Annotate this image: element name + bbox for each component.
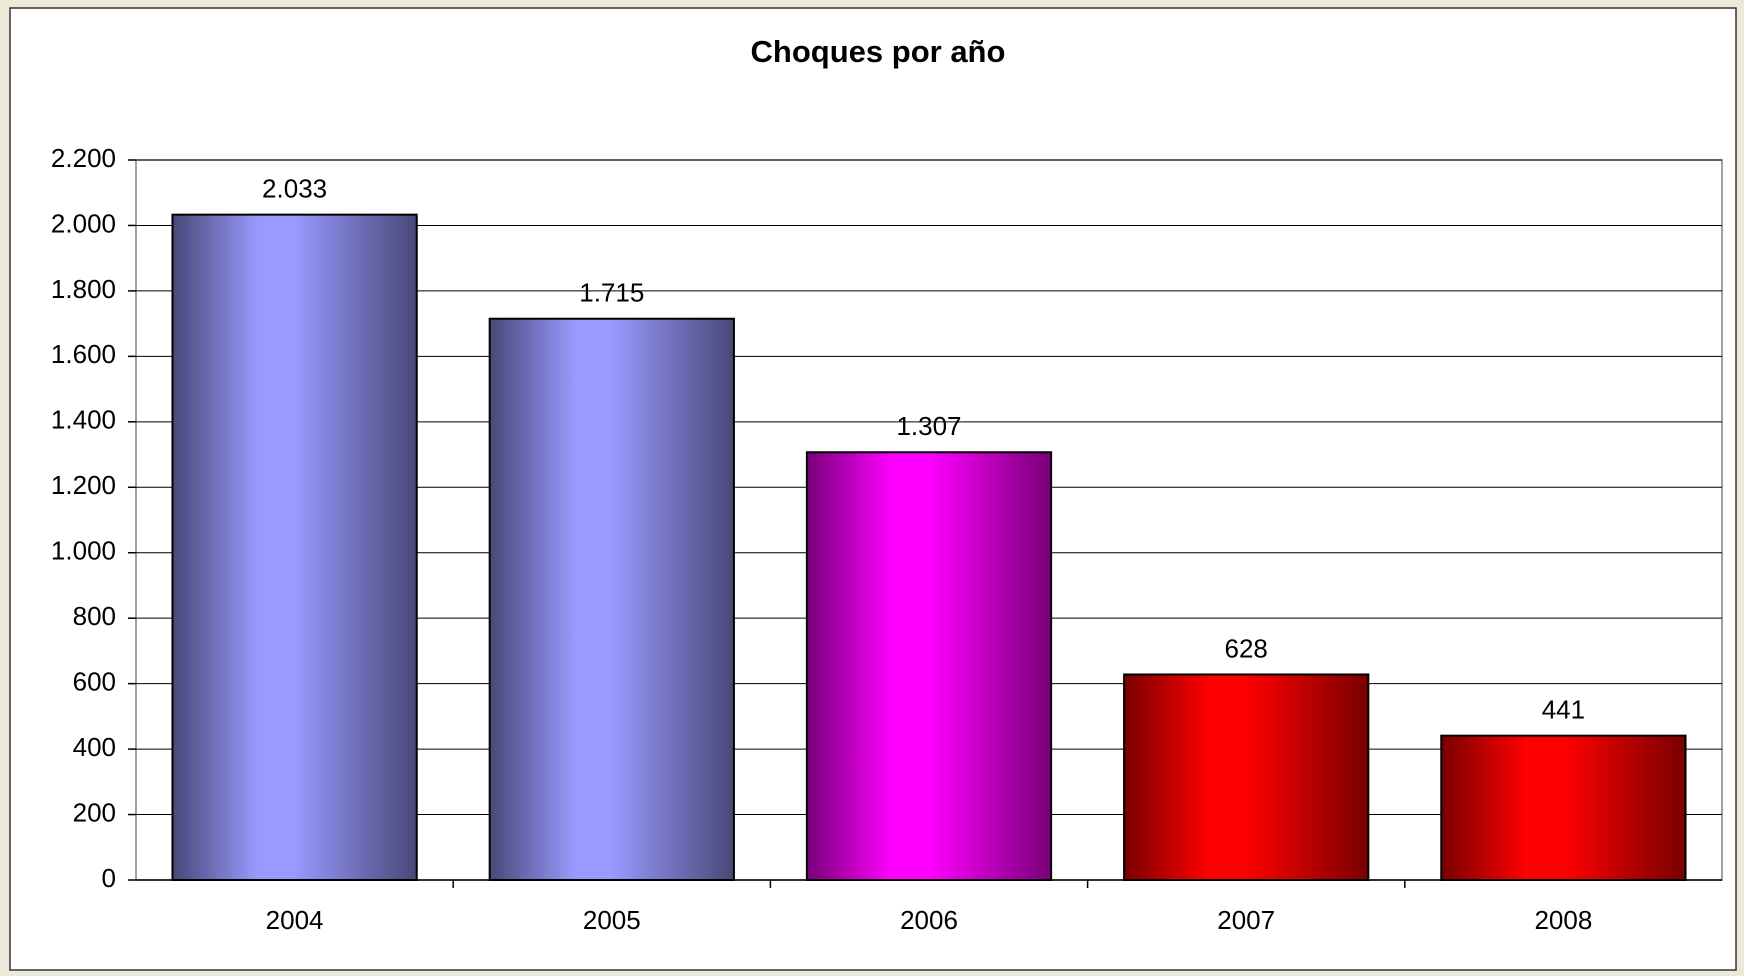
chart-title: Choques por año	[751, 34, 1006, 69]
y-tick-label: 2.000	[51, 208, 116, 238]
y-tick-label: 1.600	[51, 339, 116, 369]
bar	[488, 317, 735, 881]
y-tick-label: 800	[73, 601, 116, 631]
bar	[805, 451, 1053, 881]
y-tick-label: 2.200	[51, 143, 116, 173]
value-label: 1.307	[896, 411, 961, 441]
y-tick-label: 0	[102, 863, 116, 893]
y-tick-label: 600	[73, 667, 116, 697]
x-tick-label: 2006	[900, 905, 958, 935]
y-tick-label: 400	[73, 732, 116, 762]
y-tick-label: 1.000	[51, 536, 116, 566]
x-tick-label: 2008	[1534, 905, 1592, 935]
x-tick-label: 2004	[266, 905, 324, 935]
x-tick-label: 2007	[1217, 905, 1275, 935]
value-label: 2.033	[262, 174, 327, 204]
y-tick-label: 1.400	[51, 405, 116, 435]
bar	[1440, 734, 1687, 881]
value-label: 628	[1225, 633, 1268, 663]
x-tick-label: 2005	[583, 905, 641, 935]
value-label: 441	[1542, 695, 1585, 725]
bar	[1123, 673, 1370, 881]
y-tick-label: 1.200	[51, 470, 116, 500]
y-tick-label: 200	[73, 797, 116, 827]
y-tick-label: 1.800	[51, 274, 116, 304]
bar	[171, 213, 418, 881]
value-label: 1.715	[579, 278, 644, 308]
